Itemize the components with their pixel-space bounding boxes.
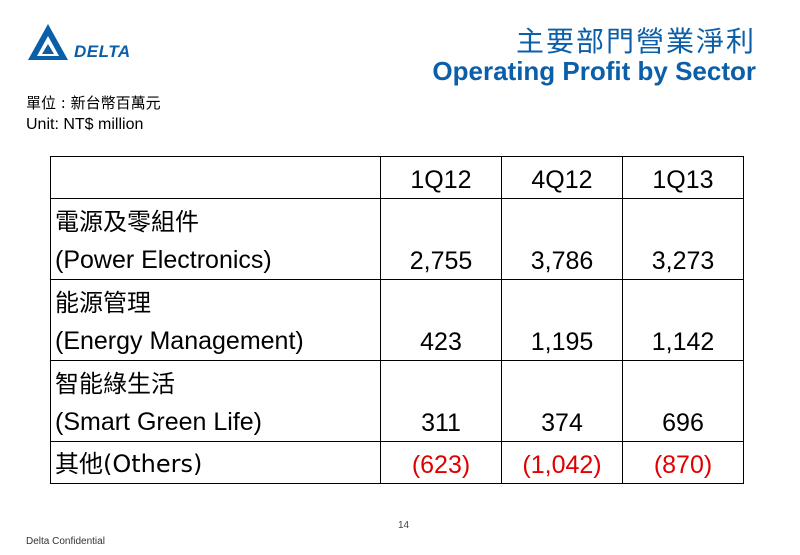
table-cell: 3,786 — [501, 198, 623, 280]
table-row: 電源及零組件 (Power Electronics) 2,755 3,786 3… — [50, 198, 744, 280]
table-row: 智能綠生活 (Smart Green Life) 311 374 696 — [50, 360, 744, 442]
table-cell: 3,273 — [622, 198, 744, 280]
operating-profit-table: 1Q12 4Q12 1Q13 電源及零組件 (Power Electronics… — [50, 156, 744, 484]
row-label-chinese: 智能綠生活 — [55, 370, 175, 398]
table-row: 能源管理 (Energy Management) 423 1,195 1,142 — [50, 279, 744, 361]
confidential-footer: Delta Confidential — [26, 536, 105, 547]
table-cell: 423 — [380, 279, 502, 361]
table-cell-negative: (623) — [380, 441, 502, 484]
row-label: 能源管理 (Energy Management) — [50, 279, 381, 361]
page-title-chinese: 主要部門營業淨利 — [515, 25, 756, 58]
logo-text: DELTA — [74, 42, 131, 61]
table-cell: 2,755 — [380, 198, 502, 280]
row-label-english: (Smart Green Life) — [55, 408, 263, 436]
table-row: 其他(Others) (623) (1,042) (870) — [50, 441, 744, 484]
row-label: 電源及零組件 (Power Electronics) — [50, 198, 381, 280]
table-cell: 1,195 — [501, 279, 623, 361]
delta-triangle-icon — [28, 24, 68, 60]
table-header-row: 1Q12 4Q12 1Q13 — [50, 156, 744, 199]
row-label: 智能綠生活 (Smart Green Life) — [50, 360, 381, 442]
row-label: 其他(Others) — [50, 441, 381, 484]
unit-label-chinese: 單位 : 新台幣百萬元 — [26, 94, 161, 112]
row-label-chinese: 電源及零組件 — [55, 208, 199, 236]
table-cell-negative: (1,042) — [501, 441, 623, 484]
table-cell: 311 — [380, 360, 502, 442]
row-label-others: 其他(Others) — [55, 450, 203, 478]
delta-logo: DELTA — [26, 22, 156, 68]
page-number: 14 — [398, 520, 410, 531]
header-empty-cell — [50, 156, 381, 199]
column-header: 1Q13 — [622, 156, 744, 199]
column-header: 1Q12 — [380, 156, 502, 199]
column-header: 4Q12 — [501, 156, 623, 199]
table-cell-negative: (870) — [622, 441, 744, 484]
table-cell: 696 — [622, 360, 744, 442]
table-cell: 1,142 — [622, 279, 744, 361]
page-title-english: Operating Profit by Sector — [432, 56, 756, 86]
row-label-english: (Power Electronics) — [55, 246, 272, 274]
table-cell: 374 — [501, 360, 623, 442]
row-label-chinese: 能源管理 — [55, 289, 151, 317]
unit-label-english: Unit: NT$ million — [26, 116, 144, 133]
row-label-english: (Energy Management) — [55, 327, 304, 355]
